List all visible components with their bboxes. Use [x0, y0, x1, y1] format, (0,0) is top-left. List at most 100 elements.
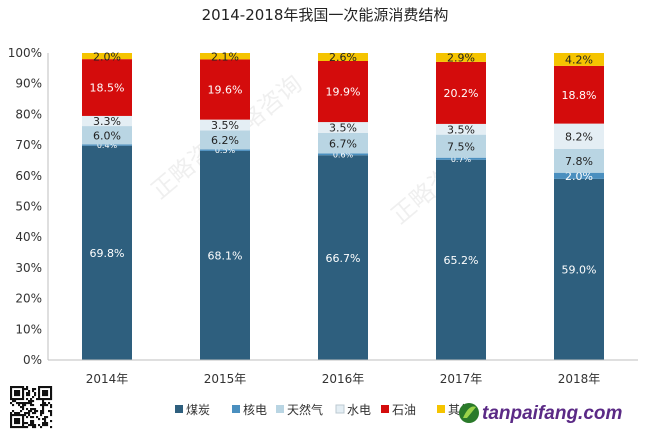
qr-module — [42, 392, 45, 395]
qr-module — [28, 390, 31, 393]
qr-module — [10, 420, 13, 423]
qr-module — [30, 400, 33, 403]
qr-module — [26, 394, 29, 397]
qr-module — [26, 398, 29, 401]
qr-module — [44, 416, 47, 419]
legend-item[interactable]: 煤炭 — [175, 403, 210, 417]
legend-item[interactable]: 天然气 — [276, 402, 323, 417]
bar-segment — [200, 130, 250, 150]
data-label: 3.3% — [93, 115, 121, 128]
data-label: 69.8% — [90, 247, 125, 260]
qr-module — [24, 404, 27, 407]
qr-module — [16, 420, 19, 423]
data-label: 18.5% — [90, 82, 125, 95]
qr-module — [16, 398, 19, 401]
bar-segment — [82, 144, 132, 146]
qr-module — [50, 398, 53, 401]
qr-module — [48, 402, 51, 405]
data-label: 2.6% — [329, 51, 357, 64]
data-label: 68.1% — [208, 250, 243, 263]
legend-swatch — [437, 405, 445, 413]
qr-module — [24, 388, 27, 391]
legend-label: 水电 — [347, 403, 371, 417]
qr-module — [36, 398, 39, 401]
data-label: 18.8% — [562, 89, 597, 102]
qr-module — [12, 426, 15, 429]
qr-module — [30, 404, 33, 407]
data-label: 6.7% — [329, 137, 357, 150]
bar-segment — [318, 53, 368, 61]
legend-item[interactable]: 水电 — [335, 403, 371, 417]
x-tick-label: 2015年 — [204, 372, 247, 386]
qr-module — [32, 426, 35, 429]
y-tick-label: 80% — [15, 107, 42, 121]
bar-segment — [554, 65, 604, 124]
qr-module — [18, 402, 21, 405]
qr-module — [28, 400, 31, 403]
legend-swatch — [232, 405, 240, 413]
qr-module — [34, 410, 37, 413]
qr-module — [18, 418, 21, 421]
qr-module — [16, 392, 19, 395]
qr-module — [22, 404, 25, 407]
qr-module — [18, 390, 21, 393]
qr-module — [16, 426, 19, 429]
qr-module — [32, 396, 35, 399]
bar-segment — [554, 172, 604, 179]
qr-module — [50, 410, 53, 413]
qr-module — [38, 392, 41, 395]
qr-module — [34, 408, 37, 411]
qr-module — [20, 398, 23, 401]
qr-module — [10, 416, 13, 419]
qr-module — [12, 404, 15, 407]
qr-module — [14, 420, 17, 423]
qr-module — [14, 412, 17, 415]
qr-module — [22, 406, 25, 409]
qr-module — [44, 402, 47, 405]
qr-module — [26, 402, 29, 405]
legend-item[interactable]: 石油 — [381, 403, 416, 417]
qr-module — [16, 418, 19, 421]
qr-module — [28, 410, 31, 413]
legend-swatch — [335, 404, 345, 414]
qr-module — [34, 412, 37, 415]
qr-module — [38, 396, 41, 399]
qr-module — [42, 398, 45, 401]
data-label: 65.2% — [444, 254, 479, 267]
qr-module — [40, 410, 43, 413]
site-logo[interactable]: tanpaifang.com — [459, 403, 623, 424]
legend-swatch — [276, 405, 284, 413]
data-label: 3.5% — [211, 119, 239, 132]
qr-module — [20, 410, 23, 413]
qr-module — [42, 424, 45, 427]
qr-module — [40, 386, 43, 389]
y-tick-label: 70% — [15, 138, 42, 152]
qr-module — [30, 408, 33, 411]
bar-segment — [318, 132, 368, 154]
qr-module — [44, 404, 47, 407]
qr-module — [44, 394, 47, 397]
qr-module — [26, 416, 29, 419]
bar-segment — [82, 53, 132, 60]
qr-module — [16, 414, 19, 417]
qr-module — [16, 412, 19, 415]
bar-segment — [318, 153, 368, 156]
data-label: 66.7% — [326, 252, 361, 265]
y-tick-label: 60% — [15, 169, 42, 183]
data-label: 7.5% — [447, 140, 475, 153]
qr-module — [14, 398, 17, 401]
qr-module — [46, 404, 49, 407]
qr-module — [10, 396, 13, 399]
bar-segment — [554, 123, 604, 149]
qr-module — [12, 400, 15, 403]
y-tick-label: 40% — [15, 230, 42, 244]
qr-module — [10, 388, 13, 391]
qr-module — [32, 422, 35, 425]
qr-module — [46, 392, 49, 395]
qr-module — [34, 394, 37, 397]
qr-module — [46, 424, 49, 427]
qr-module — [46, 398, 49, 401]
bar-segment — [554, 178, 604, 360]
qr-module — [44, 424, 47, 427]
legend-item[interactable]: 核电 — [232, 403, 267, 417]
